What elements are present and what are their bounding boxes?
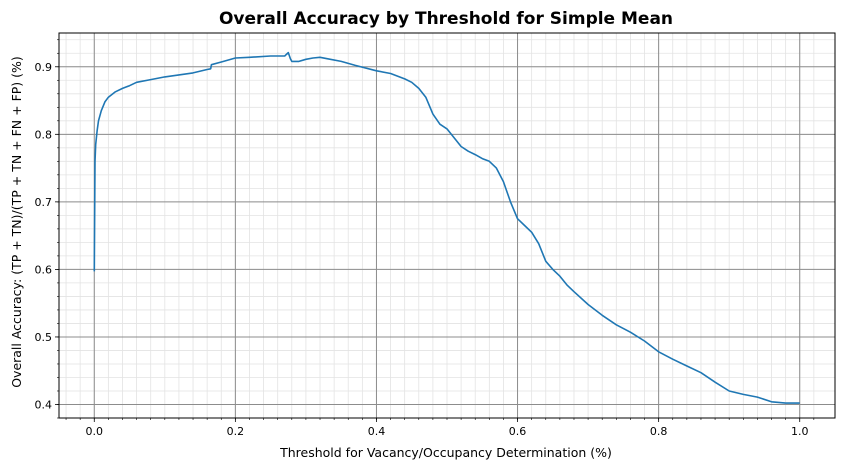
x-axis-label: Threshold for Vacancy/Occupancy Determin… (279, 445, 612, 460)
series-layer (93, 51, 800, 404)
accuracy-line (93, 51, 800, 404)
x-tick-label: 0.8 (650, 425, 668, 438)
y-axis-label: Overall Accuracy: (TP + TN)/(TP + TN + F… (9, 56, 24, 388)
y-tick-label: 0.7 (35, 196, 53, 209)
x-tick-label: 0.2 (227, 425, 245, 438)
x-tick-label: 0.6 (509, 425, 527, 438)
minor-grid (59, 33, 835, 419)
y-tick-label: 0.5 (35, 331, 53, 344)
y-tick-label: 0.9 (35, 61, 53, 74)
chart-title: Overall Accuracy by Threshold for Simple… (219, 9, 673, 29)
y-tick-label: 0.6 (35, 263, 53, 276)
y-tick-label: 0.8 (35, 128, 53, 141)
x-axis-ticks: 0.0 0.2 0.4 0.6 0.8 1.0 (65, 418, 815, 438)
x-tick-label: 0.0 (86, 425, 104, 438)
y-axis-ticks: 0.4 0.5 0.6 0.7 0.8 0.9 (35, 39, 59, 419)
y-tick-label: 0.4 (35, 398, 53, 411)
x-tick-label: 1.0 (791, 425, 809, 438)
x-tick-label: 0.4 (368, 425, 386, 438)
